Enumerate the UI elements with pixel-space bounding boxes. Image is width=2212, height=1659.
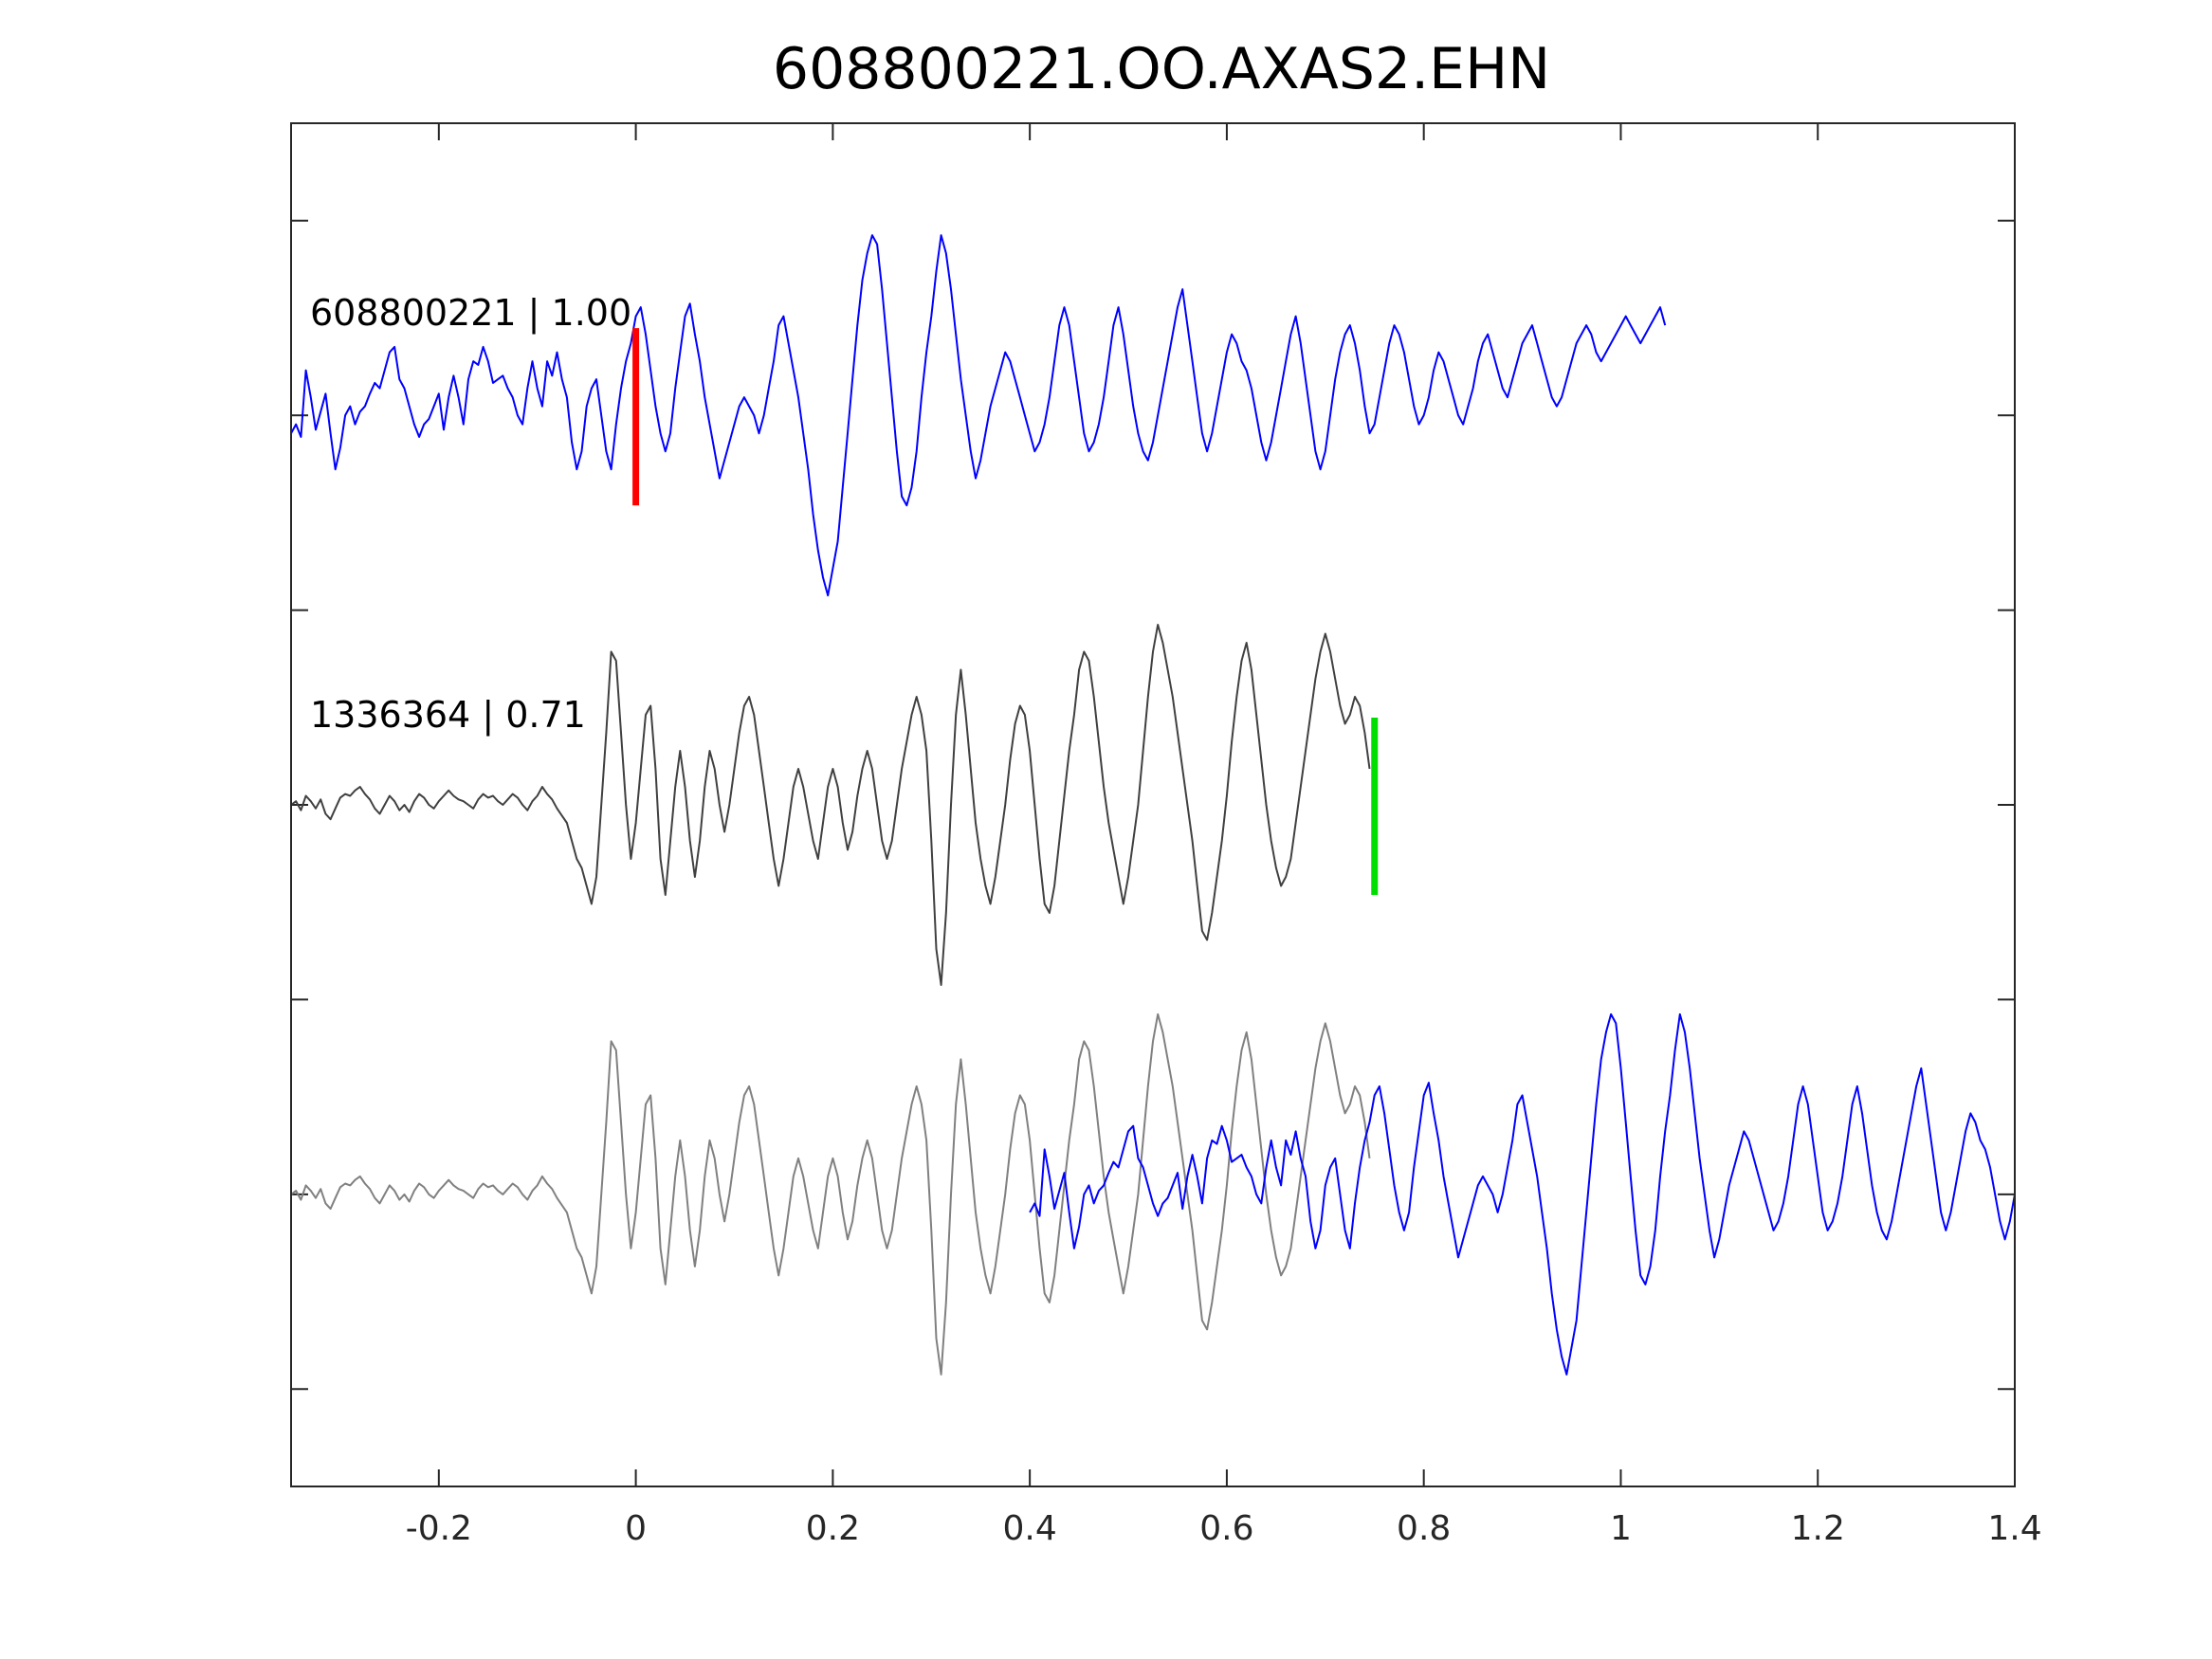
template-trace-panel-3 <box>1029 1012 2016 1376</box>
x-tick-label: 0.6 <box>1199 1509 1253 1548</box>
x-tick-label: 0.4 <box>1003 1509 1057 1548</box>
trace-label-panel-1: 608800221 | 1.00 <box>310 292 631 335</box>
detection-trace-panel-3 <box>290 1012 1371 1376</box>
chart-title: 608800221.OO.AXAS2.EHN <box>773 36 1550 102</box>
x-tick-label: 1.4 <box>1987 1509 2041 1548</box>
x-tick-label: 1 <box>1610 1509 1632 1548</box>
template-trace-panel-1 <box>290 234 1667 597</box>
plot-area: -0.2 0 0.2 0.4 0.6 0.8 1 1.2 1.4 608800221 | 1.00… <box>290 123 2042 1548</box>
x-tick-label: -0.2 <box>406 1509 472 1548</box>
x-tick-label: 0.2 <box>806 1509 860 1548</box>
trace-label-panel-2: 1336364 | 0.71 <box>310 694 586 737</box>
x-tick-label: 0.8 <box>1397 1509 1451 1548</box>
detection-trace-panel-2 <box>290 624 1371 986</box>
x-tick-label: 0 <box>625 1509 647 1548</box>
axes-frame <box>290 122 2016 1487</box>
x-tick-label: 1.2 <box>1791 1509 1845 1548</box>
